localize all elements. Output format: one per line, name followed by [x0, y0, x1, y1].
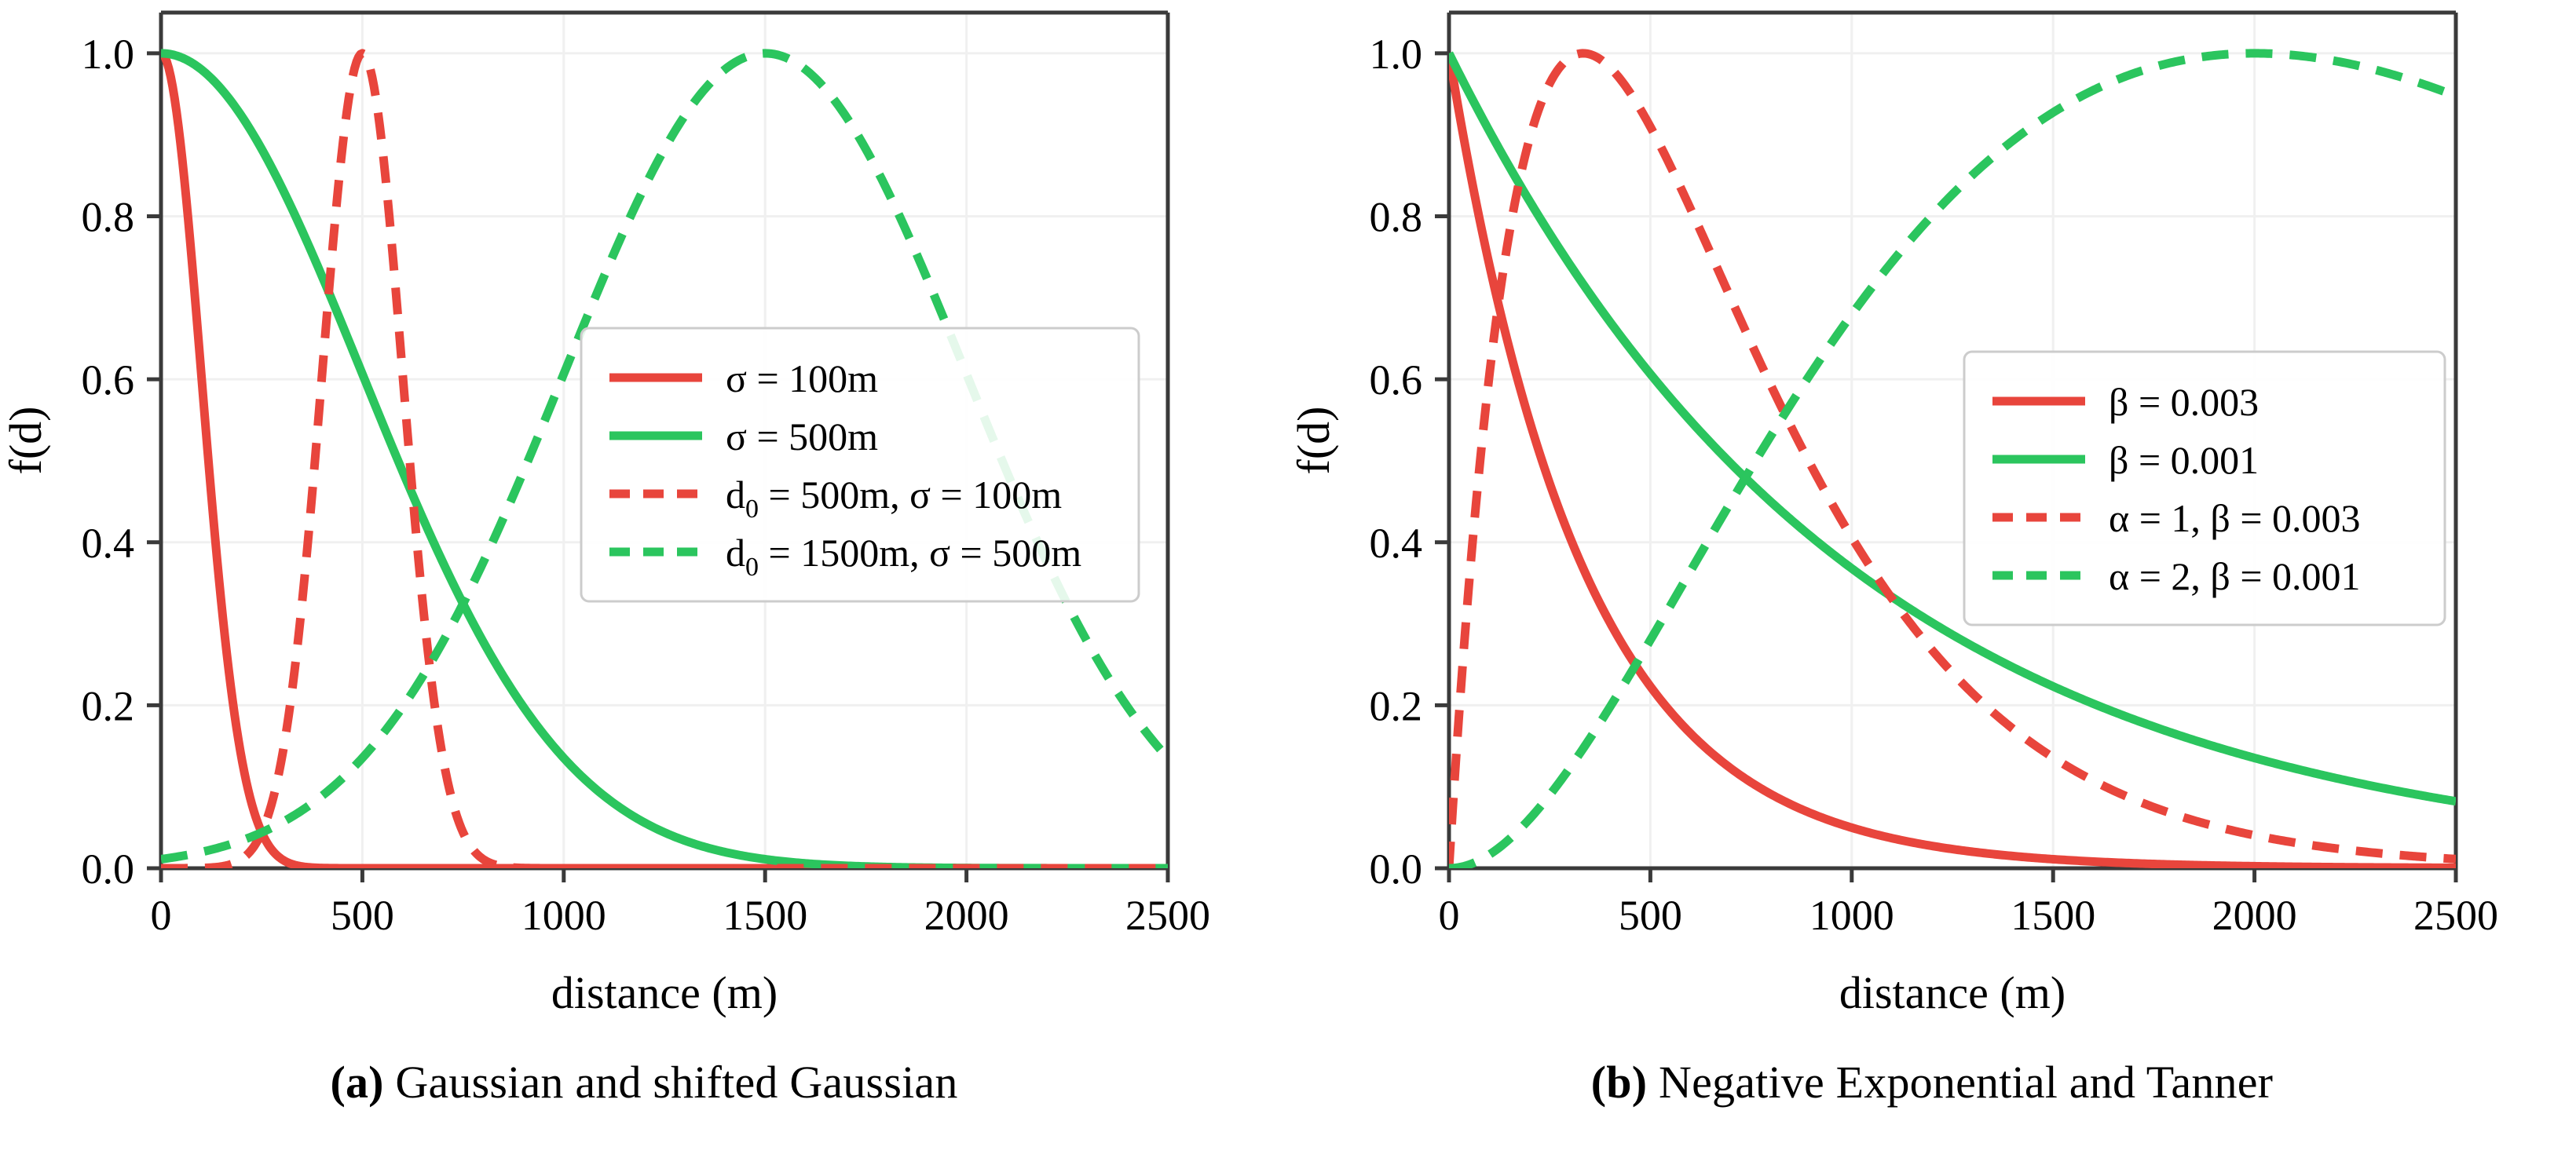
- y-tick-label: 0.8: [82, 194, 135, 241]
- x-tick-label: 2500: [2413, 892, 2498, 939]
- y-tick-label: 0.6: [1370, 356, 1423, 404]
- x-axis-title: distance (m): [551, 967, 778, 1018]
- legend-label-rest: = 500m, σ = 100m: [759, 473, 1062, 517]
- chart-panel-a: 0 500 1000 1500 2000 2500 0.0 0.2 0.4 0.6 0.8 1.0 di…: [0, 10, 1288, 1108]
- legend-label-subscript: 0: [745, 553, 759, 582]
- caption-a: (a) Gaussian and shifted Gaussian: [0, 1056, 1288, 1108]
- series-group: [161, 49, 1168, 868]
- x-tick-label: 1500: [2011, 892, 2095, 939]
- x-tick-label: 0: [1439, 892, 1460, 939]
- x-tick-label: 2000: [924, 892, 1009, 939]
- x-tick-label: 1500: [723, 892, 807, 939]
- y-tick-label: 1.0: [82, 31, 135, 78]
- y-tick-label: 0.4: [1370, 520, 1423, 567]
- legend-label-d: d: [726, 531, 745, 575]
- series-line--100m: [161, 49, 1168, 868]
- x-tick-label: 0: [151, 892, 172, 939]
- series-group: [1449, 49, 2456, 868]
- legend-label: α = 1, β = 0.003: [2109, 496, 2361, 540]
- series-line--2-0-001: [1449, 49, 2456, 868]
- x-tick-label: 1000: [521, 892, 606, 939]
- caption-b-label: (b): [1590, 1057, 1648, 1108]
- legend-label: β = 0.003: [2109, 380, 2259, 424]
- legend-label: α = 2, β = 0.001: [2109, 554, 2361, 598]
- series-line--0-003: [1449, 52, 2456, 868]
- legend: β = 0.003 β = 0.001 α = 1, β = 0.003 α = 2,…: [1963, 350, 2446, 626]
- series-line-d-1500m-500m: [161, 49, 1168, 864]
- legend-label-d: d: [726, 473, 745, 517]
- x-tick-label: 2000: [2212, 892, 2297, 939]
- y-tick-label: 1.0: [1370, 31, 1423, 78]
- caption-a-label: (a): [330, 1057, 384, 1108]
- caption-b: (b) Negative Exponential and Tanner: [1288, 1056, 2576, 1108]
- legend-box: [1963, 350, 2446, 626]
- chart-a-svg: 0 500 1000 1500 2000 2500 0.0 0.2 0.4 0.6 0.8 1.0 di…: [0, 10, 1210, 1018]
- legend-label: σ = 500m: [726, 415, 878, 458]
- y-tick-label: 0.4: [82, 520, 135, 567]
- caption-a-text: Gaussian and shifted Gaussian: [383, 1057, 958, 1108]
- legend-label: d0 = 1500m, σ = 500m: [726, 531, 1081, 582]
- x-tick-label: 500: [331, 892, 394, 939]
- x-tick-label: 500: [1619, 892, 1682, 939]
- chart-panel-b: 0 500 1000 1500 2000 2500 0.0 0.2 0.4 0.6 0.8 1.0 di…: [1288, 0, 2576, 1165]
- legend-label-rest: = 1500m, σ = 500m: [759, 531, 1081, 575]
- x-axis-title: distance (m): [1839, 967, 2066, 1018]
- series-line--0-001: [1449, 51, 2456, 806]
- chart-b-svg: 0 500 1000 1500 2000 2500 0.0 0.2 0.4 0.6 0.8 1.0 di…: [1288, 10, 2498, 1018]
- y-axis-title: f(d): [1288, 407, 1339, 475]
- y-tick-label: 0.8: [1370, 194, 1423, 241]
- legend-label: β = 0.001: [2109, 438, 2259, 482]
- y-tick-label: 0.2: [82, 682, 135, 729]
- legend-label: σ = 100m: [726, 356, 878, 400]
- y-axis-title: f(d): [0, 407, 51, 475]
- series-line-d-500m-100m: [161, 49, 1168, 868]
- legend-label-subscript: 0: [745, 495, 759, 524]
- y-tick-label: 0.0: [1370, 845, 1423, 893]
- y-tick-label: 0.6: [82, 356, 135, 404]
- y-tick-label: 0.0: [82, 845, 135, 893]
- caption-b-text: Negative Exponential and Tanner: [1647, 1057, 2274, 1108]
- legend-label: d0 = 500m, σ = 100m: [726, 473, 1062, 524]
- legend-box: [580, 327, 1140, 603]
- y-tick-label: 0.2: [1370, 682, 1423, 729]
- x-tick-label: 1000: [1809, 892, 1894, 939]
- x-tick-label: 2500: [1125, 892, 1210, 939]
- series-line--1-0-003: [1449, 49, 2456, 868]
